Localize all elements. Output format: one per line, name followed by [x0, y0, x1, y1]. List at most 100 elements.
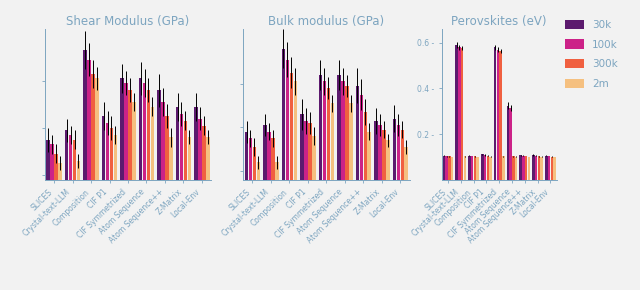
- Bar: [132, 102, 136, 290]
- Bar: [150, 107, 154, 290]
- Bar: [458, 47, 461, 180]
- Bar: [184, 121, 188, 290]
- Bar: [65, 130, 68, 290]
- Bar: [249, 138, 252, 290]
- Bar: [471, 156, 474, 180]
- Bar: [169, 137, 173, 290]
- Bar: [91, 74, 95, 290]
- Title: Shear Modulus (GPa): Shear Modulus (GPa): [67, 15, 189, 28]
- Bar: [535, 155, 538, 180]
- Bar: [289, 73, 293, 290]
- Bar: [474, 157, 476, 180]
- Bar: [397, 125, 400, 290]
- Bar: [463, 156, 466, 180]
- Bar: [512, 156, 515, 180]
- Bar: [401, 130, 404, 290]
- Bar: [360, 95, 364, 290]
- Bar: [308, 123, 312, 290]
- Bar: [468, 155, 471, 180]
- Bar: [161, 102, 165, 290]
- Bar: [532, 155, 535, 180]
- Bar: [374, 121, 378, 290]
- Bar: [106, 123, 109, 290]
- Bar: [77, 161, 80, 290]
- Bar: [102, 116, 106, 290]
- Bar: [330, 103, 334, 290]
- Bar: [527, 157, 530, 180]
- Bar: [550, 157, 553, 180]
- Bar: [520, 155, 522, 180]
- Bar: [263, 125, 267, 290]
- Bar: [202, 126, 205, 290]
- Bar: [73, 140, 76, 290]
- Bar: [392, 119, 396, 290]
- Bar: [525, 156, 527, 180]
- Bar: [540, 157, 543, 180]
- Bar: [114, 135, 117, 290]
- Bar: [58, 163, 62, 290]
- Bar: [545, 155, 548, 180]
- Bar: [522, 156, 525, 180]
- Bar: [461, 48, 463, 180]
- Bar: [157, 90, 161, 290]
- Bar: [285, 60, 289, 290]
- Bar: [497, 50, 499, 180]
- Bar: [489, 157, 492, 180]
- Bar: [194, 107, 198, 290]
- Legend: 30k, 100k, 300k, 2m: 30k, 100k, 300k, 2m: [565, 20, 618, 89]
- Bar: [404, 147, 408, 290]
- Bar: [356, 86, 359, 290]
- Bar: [476, 157, 479, 180]
- Bar: [515, 157, 517, 180]
- Bar: [486, 156, 489, 180]
- Bar: [337, 75, 340, 290]
- Bar: [341, 81, 345, 290]
- Bar: [300, 114, 304, 290]
- Bar: [143, 83, 147, 290]
- Bar: [95, 79, 99, 290]
- Bar: [553, 157, 556, 180]
- Bar: [54, 154, 58, 290]
- Bar: [139, 79, 142, 290]
- Bar: [267, 132, 271, 290]
- Bar: [319, 75, 323, 290]
- Bar: [198, 119, 202, 290]
- Bar: [538, 156, 540, 180]
- Bar: [109, 128, 113, 290]
- Bar: [548, 156, 550, 180]
- Title: Bulk modulus (GPa): Bulk modulus (GPa): [268, 15, 385, 28]
- Bar: [206, 137, 210, 290]
- Bar: [481, 155, 484, 180]
- Bar: [176, 107, 179, 290]
- Bar: [364, 112, 367, 290]
- Bar: [499, 51, 502, 180]
- Bar: [326, 88, 330, 290]
- Title: Perovskites (eV): Perovskites (eV): [451, 15, 547, 28]
- Bar: [386, 140, 390, 290]
- Bar: [46, 140, 50, 290]
- Bar: [378, 125, 381, 290]
- Bar: [275, 162, 278, 290]
- Bar: [68, 135, 72, 290]
- Bar: [494, 47, 497, 180]
- Bar: [367, 132, 371, 290]
- Bar: [147, 90, 150, 290]
- Bar: [165, 116, 169, 290]
- Bar: [456, 45, 458, 180]
- Bar: [51, 144, 54, 290]
- Bar: [451, 157, 453, 180]
- Bar: [188, 137, 191, 290]
- Bar: [382, 130, 386, 290]
- Bar: [120, 79, 124, 290]
- Bar: [312, 136, 316, 290]
- Bar: [124, 83, 128, 290]
- Bar: [128, 90, 132, 290]
- Bar: [244, 132, 248, 290]
- Bar: [323, 81, 326, 290]
- Bar: [445, 156, 448, 180]
- Bar: [294, 81, 297, 290]
- Bar: [83, 50, 87, 290]
- Bar: [87, 60, 91, 290]
- Bar: [448, 157, 451, 180]
- Bar: [484, 155, 486, 180]
